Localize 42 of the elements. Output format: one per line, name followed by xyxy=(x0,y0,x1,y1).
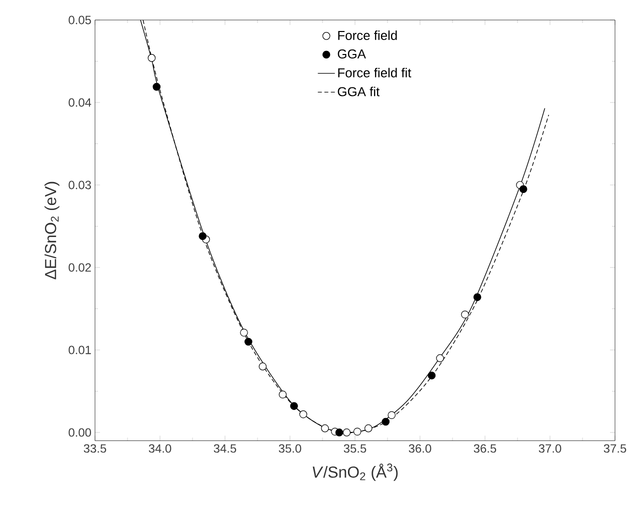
x-tick-label: 36.5 xyxy=(474,444,496,453)
point xyxy=(473,293,482,302)
x-tick-label: 34.0 xyxy=(148,444,172,453)
legend-label: Force field xyxy=(338,30,397,40)
y-tick-label: 0.05 xyxy=(68,16,91,24)
point xyxy=(258,362,267,370)
point xyxy=(299,410,308,418)
legend-label: GGA xyxy=(338,49,366,59)
x-tick-label: 33.5 xyxy=(84,444,106,453)
point xyxy=(461,310,469,318)
point xyxy=(244,338,252,346)
legend-label: Force field fit xyxy=(338,68,412,78)
y-tick-label: 0.04 xyxy=(68,98,92,107)
point xyxy=(290,402,298,410)
point xyxy=(436,354,444,362)
point xyxy=(428,372,436,380)
x-tick-label: 37.5 xyxy=(604,444,626,453)
point xyxy=(388,411,396,420)
point xyxy=(382,418,390,426)
point xyxy=(148,54,156,62)
legend-label: GGA fit xyxy=(338,86,380,96)
point xyxy=(353,428,362,436)
point xyxy=(198,232,207,240)
point xyxy=(519,185,528,194)
x-tick-label: 34.5 xyxy=(214,444,236,453)
y-tick-label: 0.01 xyxy=(68,346,91,354)
point xyxy=(152,82,161,91)
y-axis-title: ΔE/SnO$_{2}$ (eV) xyxy=(44,182,60,280)
x-axis-title: V/SnO$_{2}$ (Å$^{3}$) xyxy=(312,464,398,481)
y-tick-label: 0.03 xyxy=(68,180,91,190)
x-tick-label: 36.0 xyxy=(408,444,432,453)
x-tick-label: 35.0 xyxy=(278,444,302,453)
x-tick-label: 37.0 xyxy=(538,444,562,453)
point xyxy=(278,390,287,398)
point xyxy=(321,424,329,432)
point xyxy=(240,328,248,337)
point xyxy=(342,428,351,436)
y-tick-label: 0.00 xyxy=(68,428,92,437)
y-tick-label: 0.02 xyxy=(68,263,91,272)
x-tick-label: 35.5 xyxy=(344,444,366,453)
point xyxy=(335,428,344,436)
point xyxy=(364,424,372,432)
